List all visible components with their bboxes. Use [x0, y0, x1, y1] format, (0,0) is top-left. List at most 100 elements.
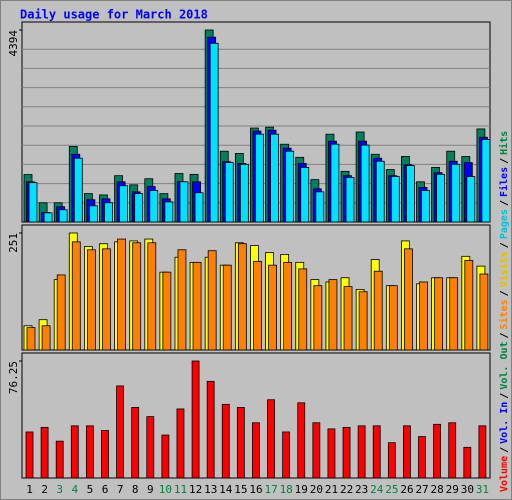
bar — [434, 277, 444, 351]
bar — [119, 185, 128, 223]
bar — [70, 425, 79, 479]
x-tick-label: 5 — [87, 483, 94, 496]
x-tick-label: 17 — [264, 483, 277, 496]
bar — [104, 202, 113, 223]
bar — [239, 163, 249, 223]
bar — [388, 285, 398, 351]
bar — [221, 403, 230, 479]
bar — [300, 166, 310, 223]
bar — [146, 416, 155, 479]
legend-separator: / — [499, 290, 510, 296]
x-tick-label: 2 — [41, 483, 48, 496]
bar — [176, 408, 185, 479]
bar — [436, 173, 446, 223]
bar — [224, 162, 234, 223]
bar — [390, 176, 400, 223]
bar — [481, 139, 491, 223]
bar — [358, 291, 368, 351]
bar — [297, 402, 306, 479]
bar — [207, 250, 217, 351]
x-tick-label: 27 — [415, 483, 428, 496]
bar — [55, 440, 64, 479]
x-tick-label: 29 — [446, 483, 459, 496]
x-tick-label: 19 — [295, 483, 308, 496]
bar — [419, 281, 428, 351]
bar — [162, 271, 172, 351]
bar — [268, 264, 277, 351]
legend-item: Sites — [498, 299, 510, 329]
bar — [41, 325, 51, 351]
x-tick-label: 3 — [56, 483, 63, 496]
bar — [449, 277, 459, 351]
bar — [345, 177, 355, 223]
bar — [85, 425, 94, 479]
bar — [433, 423, 442, 479]
bar — [375, 160, 385, 223]
x-tick-label: 28 — [431, 483, 444, 496]
bar — [298, 268, 308, 351]
legend-separator: / — [499, 332, 510, 338]
legend-item: Volume — [499, 456, 510, 492]
bar — [101, 430, 109, 479]
y-tick-label: 4394 — [7, 30, 20, 57]
legend-item: Pages — [499, 209, 510, 239]
x-tick-label: 7 — [117, 483, 124, 496]
bar — [478, 425, 487, 479]
bar — [58, 209, 68, 223]
bar — [117, 238, 126, 351]
bar — [328, 279, 338, 351]
x-tick-label: 1 — [26, 483, 33, 496]
x-tick-label: 9 — [147, 483, 154, 496]
bar — [373, 270, 383, 351]
x-tick-label: 11 — [174, 483, 187, 496]
x-tick-label: 20 — [310, 483, 323, 496]
x-tick-label: 8 — [132, 483, 139, 496]
bar — [71, 241, 81, 351]
x-tick-label: 25 — [385, 483, 398, 496]
bar — [342, 426, 351, 479]
bar — [283, 261, 293, 351]
bar — [285, 150, 295, 223]
legend-item: Vol. Out — [499, 341, 510, 389]
bar — [177, 249, 187, 351]
bar — [313, 285, 323, 351]
bar — [26, 327, 36, 351]
bar — [479, 273, 489, 351]
x-tick-label: 24 — [370, 483, 384, 496]
x-tick-label: 12 — [189, 483, 202, 496]
x-tick-label: 10 — [159, 483, 172, 496]
x-tick-label: 30 — [461, 483, 474, 496]
chart-title: Daily usage for March 2018 — [20, 8, 208, 22]
x-tick-label: 15 — [234, 483, 247, 496]
x-tick-label: 16 — [249, 483, 262, 496]
x-tick-label: 13 — [204, 483, 217, 496]
bar — [463, 446, 472, 479]
y-tick-label: 251 — [7, 233, 20, 253]
x-tick-label: 21 — [325, 483, 338, 496]
legend: Volume / Vol. In / Vol. Out / Sites / Visits / Pag… — [498, 131, 510, 492]
bar — [418, 436, 426, 479]
bar — [404, 248, 413, 351]
x-tick-label: 31 — [476, 483, 489, 496]
bar — [164, 201, 174, 223]
bar — [357, 425, 366, 479]
bar — [88, 205, 98, 223]
bar — [312, 422, 321, 479]
x-tick-label: 14 — [219, 483, 233, 496]
bar — [73, 157, 83, 223]
bar — [406, 165, 415, 223]
bar — [179, 181, 189, 223]
y-tick-label: 76.25 — [7, 361, 20, 394]
bar — [282, 431, 291, 479]
legend-separator: / — [499, 447, 510, 453]
bar — [267, 399, 275, 479]
bar — [206, 380, 215, 479]
bar — [252, 422, 260, 479]
bar — [403, 425, 411, 479]
bar — [255, 133, 264, 223]
bar — [372, 425, 381, 479]
bar — [270, 133, 279, 223]
bar — [149, 190, 159, 223]
legend-separator: / — [499, 158, 510, 164]
